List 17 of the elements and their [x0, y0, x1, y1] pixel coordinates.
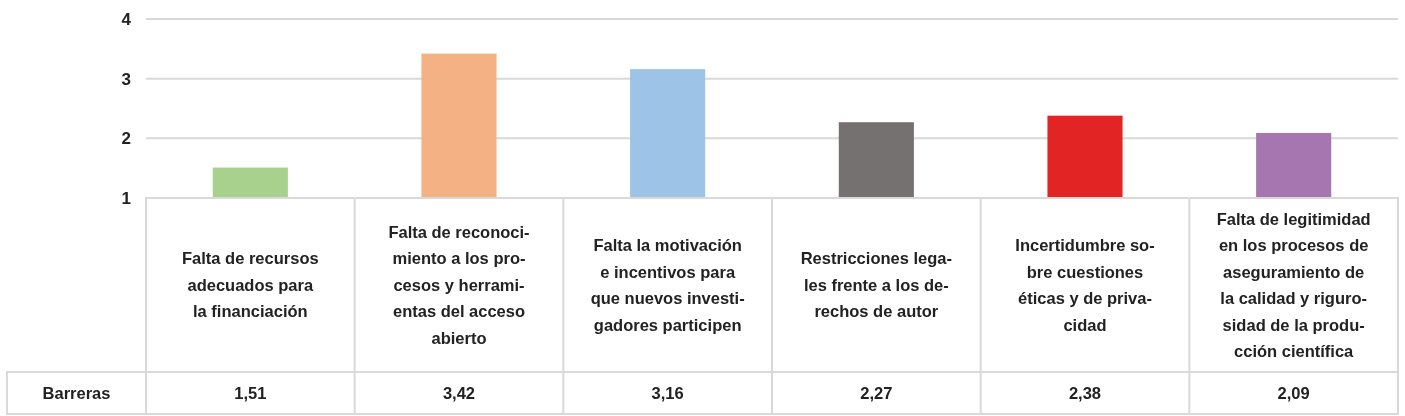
y-tick-label: 3	[121, 69, 131, 89]
data-label: 2,27	[860, 383, 893, 402]
y-tick-label: 2	[121, 129, 131, 149]
data-label: 1,51	[234, 383, 267, 402]
x-tick-label: Incertidumbre so- bre cuestiones éticas y de priva- cidad	[1015, 236, 1155, 334]
x-tick-label: Falta de legitimidad en los procesos de aseguramiento de la calidad y riguro- sidad de la produ- cción científica	[1216, 209, 1371, 361]
x-tick-label: Falta de recursos adecuados para la financiación	[182, 249, 319, 321]
y-tick-label: 4	[121, 9, 132, 29]
data-label: 3,16	[651, 383, 684, 402]
data-label: 2,38	[1068, 383, 1102, 402]
text: Barreras	[42, 383, 111, 402]
x-tick-label: Restricciones lega- les frente a los de- rechos de autor	[800, 249, 952, 321]
x-tick-label: Falta la motivación e incentivos para que nuevos investi- gadores participen	[590, 236, 745, 334]
y-tick-label: 1	[121, 188, 131, 208]
data-label: 2,09	[1277, 383, 1310, 402]
data-label: 3,42	[442, 383, 476, 402]
x-tick-label: Falta de reconoci- miento a los pro- cesos y herrami- entas del acceso abierto	[388, 222, 530, 347]
